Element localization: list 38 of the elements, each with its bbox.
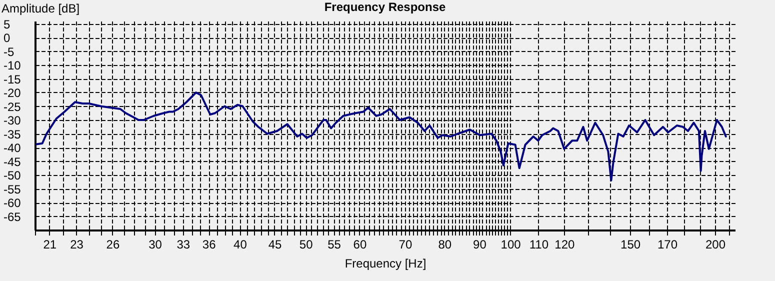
x-tick-label: 80 — [438, 238, 452, 252]
chart-title: Frequency Response — [324, 0, 446, 14]
y-tick-label: 5 — [4, 17, 10, 32]
y-tick-label: -20 — [4, 86, 22, 100]
x-tick-label: 150 — [620, 238, 641, 252]
x-tick-label: 200 — [706, 238, 726, 252]
x-axis-title: Frequency [Hz] — [344, 256, 426, 270]
y-axis-title: Amplitude [dB] — [2, 2, 80, 16]
x-tick-label: 45 — [268, 238, 282, 252]
y-tick-label: 0 — [4, 31, 10, 45]
y-tick-label: -55 — [4, 182, 22, 196]
x-tick-label: 120 — [554, 238, 575, 252]
x-tick-label: 36 — [202, 238, 216, 252]
x-tick-label: 90 — [473, 238, 487, 252]
y-tick-label: -40 — [4, 141, 22, 155]
x-tick-label: 21 — [43, 238, 57, 252]
x-tick-label: 55 — [328, 238, 342, 252]
y-tick-label: -50 — [4, 168, 22, 182]
y-tick-label: -5 — [4, 44, 14, 59]
y-tick-label: -35 — [4, 127, 22, 142]
x-tick-label: 50 — [299, 238, 314, 252]
x-tick-label: 70 — [398, 238, 412, 252]
x-tick-label: 30 — [148, 238, 162, 252]
x-tick-label: 110 — [529, 238, 549, 252]
x-tick-label: 40 — [234, 238, 248, 252]
x-tick-label: 23 — [70, 238, 84, 252]
x-tick-label: 33 — [176, 238, 190, 252]
x-tick-label: 60 — [353, 238, 367, 252]
y-tick-label: -45 — [4, 154, 22, 169]
x-tick-label: 26 — [106, 238, 120, 252]
y-tick-label: -10 — [4, 58, 22, 72]
y-tick-label: -30 — [4, 114, 22, 128]
x-tick-label: 170 — [658, 238, 678, 252]
y-tick-label: -15 — [4, 72, 22, 86]
y-tick-label: -65 — [4, 210, 22, 224]
x-tick-label: 100 — [500, 238, 522, 252]
y-tick-label: -25 — [4, 100, 22, 114]
y-tick-label: -60 — [4, 196, 22, 210]
